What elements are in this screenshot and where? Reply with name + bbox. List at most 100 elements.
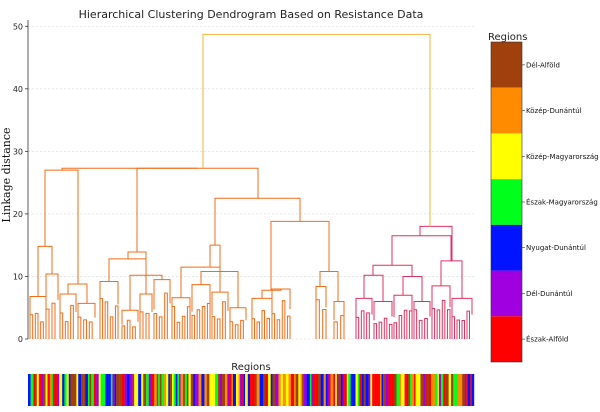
region-strip-cell: [318, 374, 321, 406]
legend-swatch: [491, 42, 522, 88]
dendrogram-leaf-link: [216, 318, 221, 339]
dendrogram-leaf-link: [114, 305, 119, 339]
region-strip-cell: [183, 374, 186, 406]
region-strip-cell: [232, 374, 237, 406]
region-strip-cell: [85, 374, 89, 406]
region-strip-cell: [438, 374, 442, 406]
dendrogram-leaf-link: [418, 319, 423, 339]
region-strip-cell: [403, 374, 405, 406]
region-strip-cell: [353, 374, 356, 406]
region-strip-cell: [225, 374, 228, 406]
legend-label: Dél-Dunántúl: [526, 290, 572, 298]
region-strip-cell: [108, 374, 111, 406]
region-strip-cell: [298, 374, 301, 406]
region-strip-cell: [186, 374, 189, 406]
region-strip-cell: [247, 374, 251, 406]
dendrogram-leaf-link: [164, 292, 168, 339]
region-strip-cell: [275, 374, 279, 406]
region-strip-cell: [370, 374, 373, 406]
region-strip-cell: [78, 374, 82, 406]
region-strip-cell: [215, 374, 219, 406]
region-strip-cell: [88, 374, 90, 406]
region-strip-cell: [68, 374, 71, 406]
dendrogram-link: [214, 197, 301, 246]
dendrogram-subcluster-link: [139, 293, 153, 317]
legend-swatch: [491, 87, 522, 134]
dendrogram-leaf-link: [211, 316, 216, 339]
dendrogram-leaf-link: [45, 308, 50, 339]
dendrogram-leaf-link: [261, 310, 265, 339]
region-strip-cell: [280, 374, 284, 406]
region-strip-cell: [91, 374, 95, 406]
dendrogram-leaf-link: [34, 312, 39, 339]
dendrogram-leaf-link: [191, 314, 196, 339]
dendrogram-leaf-link: [176, 321, 181, 339]
region-strip-cell: [417, 374, 421, 406]
orange-cluster-root: [61, 167, 197, 171]
region-strip-cell: [229, 374, 232, 406]
dendrogram-leaf-link: [201, 305, 206, 339]
region-strip-cell: [190, 374, 194, 406]
region-strip-cell: [312, 374, 316, 406]
dendrogram-link: [261, 288, 282, 299]
y-axis: 0 10 20 30 40 50: [13, 20, 29, 344]
dendrogram-leaf-link: [355, 316, 360, 339]
region-strip-cell: [437, 374, 440, 406]
dendrogram-leaf-link: [240, 319, 244, 339]
region-strip-cell: [303, 374, 307, 406]
region-strip-cell: [361, 374, 364, 406]
region-strip-cell: [293, 374, 296, 406]
dendrogram-link: [270, 220, 330, 291]
region-strip-cell: [315, 374, 319, 406]
region-strip-cell: [243, 374, 246, 406]
region-strip-cell: [54, 374, 58, 406]
region-strip-cell: [83, 374, 86, 406]
region-strip-cell: [102, 374, 106, 406]
region-strip-cell: [355, 374, 358, 406]
region-strip-cell: [400, 374, 404, 406]
dendrogram-leaf-link: [83, 319, 87, 339]
region-strip-cell: [379, 374, 382, 406]
region-strip-cell: [41, 374, 44, 406]
region-strip-cell: [411, 374, 415, 406]
dendrogram-leaf-link: [408, 310, 413, 339]
dendrogram-subcluster-link: [315, 285, 327, 313]
region-strip-cell: [415, 374, 418, 406]
y-tick-label: 40: [13, 85, 23, 94]
region-strip-cell: [342, 374, 345, 406]
pink-cluster-root: [419, 225, 453, 261]
region-strip-cell: [374, 374, 378, 406]
dendrogram-leaf-link: [456, 319, 460, 339]
legend-swatch: [491, 224, 522, 271]
region-strip-cell: [196, 374, 199, 406]
dendrogram-subcluster-link: [59, 293, 77, 317]
region-strip-cell: [406, 374, 409, 406]
region-strip-cell: [459, 374, 463, 406]
region-strip-cell: [425, 374, 427, 406]
region-strip-cell: [235, 374, 239, 406]
region-strip-cell: [124, 374, 127, 406]
region-strip-cell: [206, 374, 210, 406]
region-strip-cell: [148, 374, 152, 406]
region-strip-cell: [129, 374, 132, 406]
region-strip-cell: [73, 374, 77, 406]
region-strip-cell: [134, 374, 137, 406]
region-strip-cell: [327, 374, 330, 406]
region-strip-cell: [141, 374, 144, 406]
dendrogram-leaf-link: [181, 315, 186, 339]
dendrogram-leaf-link: [139, 311, 144, 339]
region-strip-cell: [193, 374, 196, 406]
dendrogram-link: [180, 266, 221, 298]
region-strip-cell: [333, 374, 336, 406]
dendrogram-leaf-link: [366, 312, 370, 339]
dendrogram-leaf-link: [132, 326, 136, 339]
region-strip-cell: [231, 374, 234, 406]
legend-label: Közép-Dunántúl: [526, 107, 582, 115]
region-strip-cell: [132, 374, 135, 406]
dendrogram-leaf-link: [145, 312, 150, 339]
chart-title: Hierarchical Clustering Dendrogram Based…: [79, 8, 424, 21]
region-strip-cell: [338, 374, 342, 406]
region-strip-cell: [300, 374, 303, 406]
dendrogram-subcluster-link: [393, 294, 413, 318]
legend-swatch: [491, 179, 522, 225]
